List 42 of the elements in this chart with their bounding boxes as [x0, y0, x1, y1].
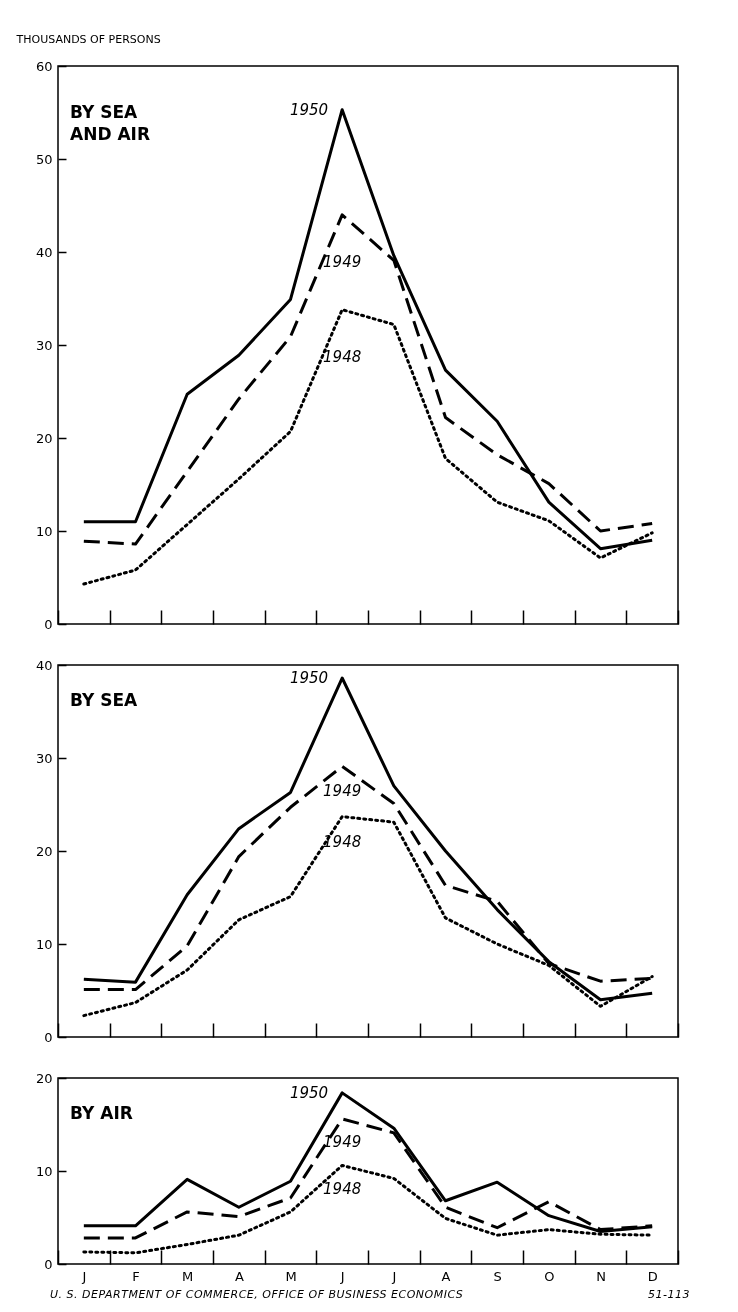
x-tick-label: M — [182, 1268, 194, 1284]
series-label: 1948 — [323, 1179, 362, 1198]
x-tick-label: N — [596, 1268, 606, 1284]
series-label: 1948 — [323, 832, 362, 851]
x-tick-label: S — [493, 1268, 502, 1284]
y-tick-label: 20 — [35, 843, 53, 859]
text: U. S. DEPARTMENT OF COMMERCE, OFFICE OF BUSINESS ECONOMICS — [50, 1288, 464, 1301]
x-tick-label: F — [132, 1268, 140, 1284]
x-tick-label: J — [339, 1268, 345, 1284]
series-label: 1948 — [323, 348, 362, 367]
y-tick-label: 10 — [35, 1163, 53, 1179]
y-tick-label: 20 — [35, 1070, 53, 1086]
text: BY SEA AND AIR — [70, 102, 150, 144]
y-axis-title: THOUSANDS OF PERSONS — [15, 32, 161, 46]
y-tick-label: 60 — [35, 58, 53, 74]
y-tick-label: 40 — [35, 657, 53, 673]
y-tick-label: 50 — [35, 151, 53, 167]
y-tick-label: 30 — [35, 750, 53, 766]
x-tick-label: J — [81, 1268, 87, 1284]
y-tick-label: 40 — [35, 244, 53, 260]
text: BY AIR — [70, 1103, 133, 1123]
text: BY SEA — [70, 690, 139, 710]
y-tick-label: 20 — [35, 430, 53, 446]
series-label: 1950 — [289, 669, 329, 688]
series-label: 1949 — [323, 1133, 362, 1152]
y-tick-label: 0 — [44, 1256, 53, 1272]
series-label: 1949 — [323, 253, 362, 272]
x-tick-label: O — [544, 1268, 555, 1284]
x-tick-label: A — [441, 1268, 451, 1284]
series-label: 1950 — [289, 1083, 329, 1102]
x-tick-label: J — [391, 1268, 397, 1284]
x-tick-label: M — [285, 1268, 297, 1284]
y-tick-label: 30 — [35, 337, 53, 353]
y-tick-label: 10 — [35, 936, 53, 952]
y-tick-label: 0 — [44, 616, 53, 632]
x-tick-label: A — [234, 1268, 244, 1284]
text: 51-113 — [648, 1288, 690, 1301]
x-tick-label: D — [647, 1268, 658, 1284]
series-label: 1949 — [323, 782, 362, 801]
y-tick-label: 10 — [35, 523, 53, 539]
series-label: 1950 — [289, 100, 329, 119]
y-tick-label: 0 — [44, 1029, 53, 1045]
